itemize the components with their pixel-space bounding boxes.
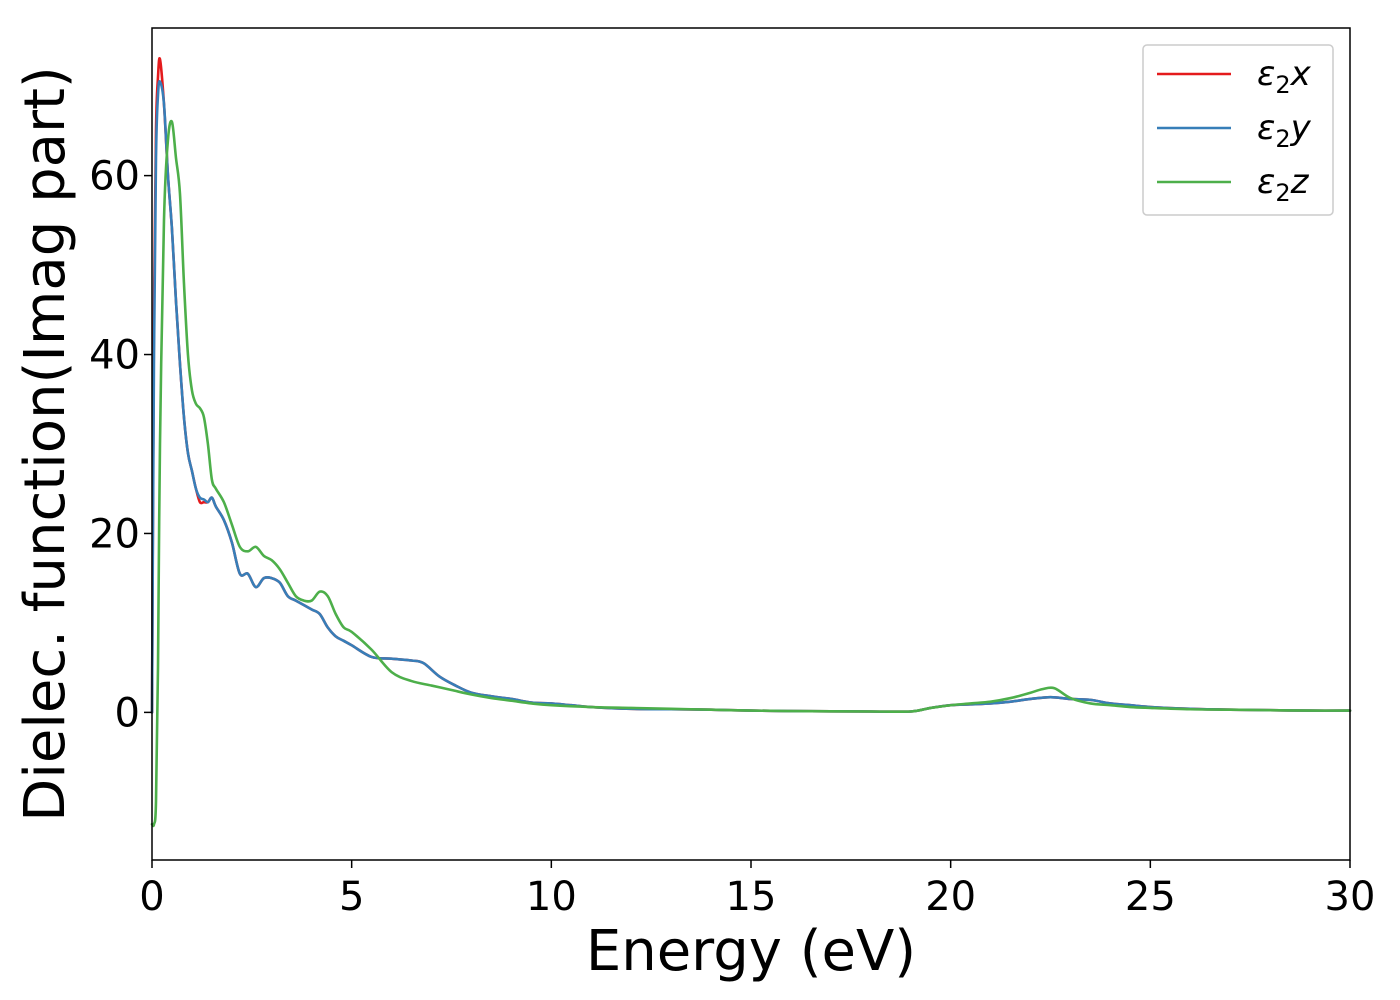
- x-axis-label: Energy (eV): [586, 919, 916, 984]
- y-tick-label: 40: [89, 333, 140, 379]
- legend-label-ε2x: ε2x: [1257, 54, 1312, 99]
- legend: ε2x ε2y ε2z: [1142, 44, 1334, 216]
- y-tick-label: 0: [115, 690, 140, 736]
- legend-label-ε2y: ε2y: [1257, 108, 1312, 153]
- legend-box: [1142, 44, 1334, 216]
- series-line-ε2y: [150, 80, 1352, 714]
- x-tick-label: 30: [1325, 874, 1376, 920]
- x-tick-label: 25: [1125, 874, 1176, 920]
- x-tick-label: 20: [925, 874, 976, 920]
- y-tick-label: 60: [89, 154, 140, 200]
- y-axis-ticks: 0 20 40 60: [89, 154, 152, 736]
- x-tick-label: 5: [339, 874, 364, 920]
- x-tick-label: 0: [139, 874, 164, 920]
- y-tick-label: 20: [89, 511, 140, 557]
- x-axis-ticks: 0 5 10 15 20 25 30: [139, 860, 1375, 920]
- legend-label-ε2z: ε2z: [1257, 162, 1310, 207]
- series-line-ε2z: [150, 119, 1352, 828]
- y-axis-label: Dielec. function(Imag part): [13, 66, 78, 822]
- series-layer: [150, 57, 1352, 828]
- x-tick-label: 15: [726, 874, 777, 920]
- x-tick-label: 10: [526, 874, 577, 920]
